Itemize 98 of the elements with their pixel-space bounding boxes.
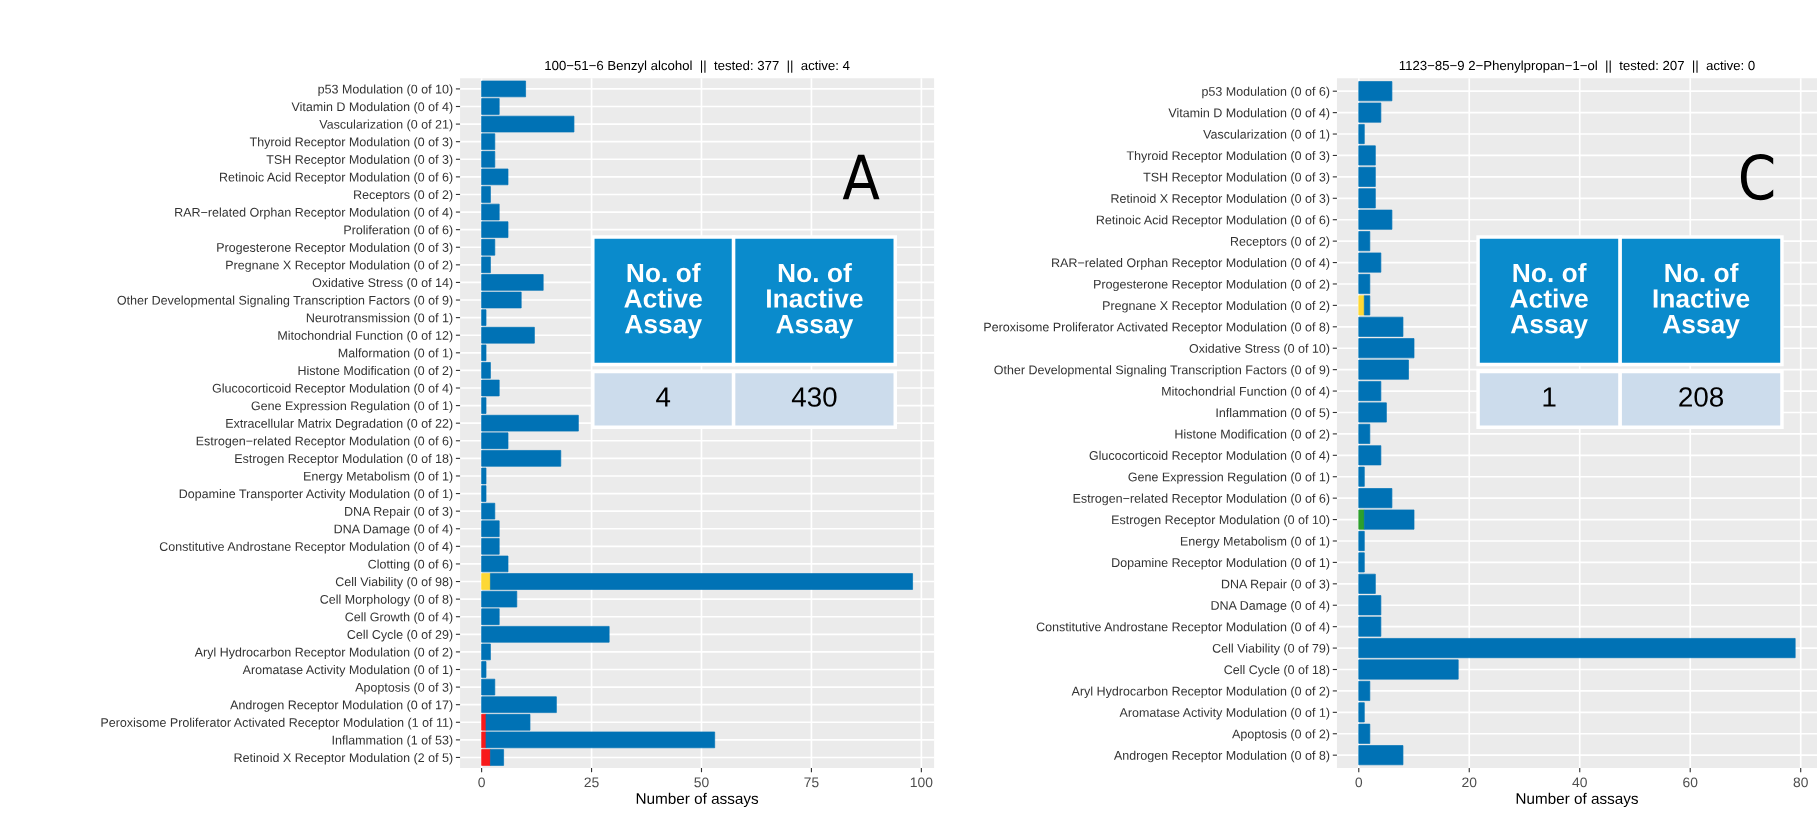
y-tick-label: p53 Modulation (0 of 10)	[318, 84, 453, 97]
chart-title: 100−51−6 Benzyl alcohol || tested: 377 || active: 4	[545, 60, 850, 73]
y-tick-label: Energy Metabolism (0 of 1)	[1180, 536, 1330, 549]
y-tick-label: Oxidative Stress (0 of 14)	[312, 277, 453, 290]
y-tick-label: Other Developmental Signaling Transcription Factors (0 of 9)	[994, 365, 1330, 377]
y-tick-label: Dopamine Receptor Modulation (0 of 1)	[1112, 557, 1330, 570]
x-tick-label: 60	[1683, 777, 1698, 788]
y-tick-label: Mitochondrial Function (0 of 4)	[1162, 386, 1330, 399]
x-tick-label: 50	[694, 777, 709, 788]
y-tick-label: Gene Expression Regulation (0 of 1)	[1128, 472, 1330, 484]
y-tick-label: Oxidative Stress (0 of 10)	[1189, 343, 1330, 356]
bar	[1358, 295, 1365, 316]
x-tick-label: 100	[910, 777, 933, 788]
y-tick-label: Receptors (0 of 2)	[1230, 236, 1330, 249]
y-tick-label: Estrogen Receptor Modulation (0 of 18)	[235, 453, 453, 466]
y-tick-label: Receptors (0 of 2)	[354, 189, 453, 202]
y-tick-label: Retinoic Acid Receptor Modulation (0 of 6)	[1096, 215, 1330, 227]
y-tick-label: Inflammation (0 of 5)	[1216, 407, 1330, 420]
bar	[481, 573, 491, 590]
y-tick-label: Gene Expression Regulation (0 of 1)	[251, 401, 453, 413]
y-tick-label: Peroxisome Proliferator Activated Receptor Modulation (0 of 8)	[984, 322, 1330, 334]
y-tick-label: Pregnane X Receptor Modulation (0 of 2)	[1103, 300, 1330, 313]
y-tick-label: DNA Damage (0 of 4)	[1211, 600, 1330, 613]
y-tick-label: Estrogen−related Receptor Modulation (0 of 6)	[1073, 493, 1330, 506]
y-tick-label: Cell Cycle (0 of 18)	[1224, 664, 1330, 677]
y-tick-label: RAR−related Orphan Receptor Modulation (0 of 4)	[175, 207, 453, 220]
annotation: C	[1740, 154, 1774, 201]
y-tick-label: Apoptosis (0 of 2)	[1232, 729, 1330, 741]
y-tick-label: TSH Receptor Modulation (0 of 3)	[1143, 172, 1330, 184]
y-tick-label: Pregnane X Receptor Modulation (0 of 2)	[226, 260, 453, 272]
y-tick-label: Histone Modification (0 of 2)	[1175, 429, 1330, 442]
y-tick-label: Cell Growth (0 of 4)	[345, 612, 453, 624]
x-tick-label: 40	[1572, 777, 1587, 788]
y-tick-label: Vascularization (0 of 21)	[319, 119, 453, 132]
annotation: No. of Inactive Assay	[1653, 262, 1750, 339]
y-tick-label: Cell Cycle (0 of 29)	[347, 629, 453, 642]
y-tick-label: Retinoid X Receptor Modulation (2 of 5)	[234, 752, 453, 765]
x-tick-label: 25	[584, 777, 599, 788]
y-tick-label: Cell Viability (0 of 98)	[335, 577, 453, 589]
y-tick-label: Apoptosis (0 of 3)	[355, 682, 453, 695]
y-tick-label: Estrogen−related Receptor Modulation (0 of 6)	[196, 436, 453, 448]
y-tick-label: Cell Morphology (0 of 8)	[320, 594, 453, 607]
y-tick-label: Clotting (0 of 6)	[368, 559, 453, 572]
annotation: 430	[791, 387, 837, 407]
y-tick-label: Cell Viability (0 of 79)	[1212, 643, 1330, 656]
y-tick-label: Androgen Receptor Modulation (0 of 17)	[230, 700, 453, 712]
x-tick-label: 80	[1793, 777, 1808, 788]
y-tick-label: Thyroid Receptor Modulation (0 of 3)	[1126, 150, 1330, 163]
annotation: No. of Inactive Assay	[767, 262, 863, 339]
y-tick-label: Proliferation (0 of 6)	[344, 225, 453, 237]
annotation: 208	[1679, 387, 1724, 407]
y-tick-label: Vitamin D Modulation (0 of 4)	[1168, 108, 1330, 120]
y-tick-label: Inflammation (1 of 53)	[332, 735, 453, 747]
y-tick-label: DNA Repair (0 of 3)	[345, 506, 453, 519]
y-tick-label: Androgen Receptor Modulation (0 of 8)	[1113, 750, 1330, 763]
y-tick-label: Other Developmental Signaling Transcription Factors (0 of 9)	[117, 295, 453, 308]
y-tick-label: Extracellular Matrix Degradation (0 of 22)	[226, 418, 453, 431]
annotation: No. of Active Assay	[1510, 262, 1588, 339]
x-tick-label: 0	[1355, 777, 1363, 788]
y-tick-label: Constitutive Androstane Receptor Modulation (0 of 4)	[159, 541, 453, 554]
y-tick-label: Malformation (0 of 1)	[338, 348, 453, 360]
y-tick-label: Vitamin D Modulation (0 of 4)	[291, 101, 453, 114]
y-tick-label: Vascularization (0 of 1)	[1203, 129, 1330, 142]
y-tick-label: Thyroid Receptor Modulation (0 of 3)	[249, 137, 453, 149]
y-tick-label: Glucocorticoid Receptor Modulation (0 of 4)	[212, 383, 453, 396]
x-tick-label: 75	[804, 777, 819, 788]
y-tick-label: Dopamine Transporter Activity Modulation (0 of 1)	[179, 489, 453, 501]
y-tick-label: Retinoid X Receptor Modulation (0 of 3)	[1111, 193, 1330, 206]
y-tick-label: Histone Modification (0 of 2)	[298, 365, 453, 378]
y-tick-label: Retinoic Acid Receptor Modulation (0 of 6)	[220, 172, 453, 184]
y-tick-label: p53 Modulation (0 of 6)	[1202, 86, 1330, 99]
x-axis-title: Number of assays	[1516, 792, 1638, 808]
y-tick-label: DNA Damage (0 of 4)	[334, 524, 453, 536]
y-tick-label: Glucocorticoid Receptor Modulation (0 of 4)	[1089, 450, 1330, 463]
annotation: 1	[1543, 387, 1556, 407]
y-tick-label: Aryl Hydrocarbon Receptor Modulation (0 of 2)	[1071, 686, 1330, 699]
y-tick-label: DNA Repair (0 of 3)	[1221, 579, 1330, 591]
annotation: No. of Active Assay	[624, 262, 702, 339]
y-tick-label: Aromatase Activity Modulation (0 of 1)	[1119, 707, 1330, 720]
y-tick-label: Peroxisome Proliferator Activated Receptor Modulation (1 of 11)	[101, 717, 453, 730]
y-tick-label: RAR−related Orphan Receptor Modulation (0 of 4)	[1052, 258, 1330, 270]
x-tick-label: 20	[1462, 777, 1477, 788]
x-tick-label: 0	[478, 777, 485, 788]
y-tick-label: Aryl Hydrocarbon Receptor Modulation (0 of 2)	[194, 647, 453, 660]
y-tick-label: Aromatase Activity Modulation (0 of 1)	[242, 664, 453, 677]
y-tick-label: Neurotransmission (0 of 1)	[306, 313, 453, 325]
y-tick-label: Estrogen Receptor Modulation (0 of 10)	[1112, 515, 1330, 527]
y-tick-label: Progesterone Receptor Modulation (0 of 3)	[217, 242, 453, 255]
annotation: A	[842, 154, 880, 200]
x-axis-title: Number of assays	[636, 792, 759, 808]
y-tick-label: TSH Receptor Modulation (0 of 3)	[266, 154, 453, 167]
annotation: 4	[656, 387, 671, 407]
y-tick-label: Mitochondrial Function (0 of 12)	[278, 330, 453, 343]
y-tick-label: Constitutive Androstane Receptor Modulation (0 of 4)	[1036, 622, 1330, 634]
bar	[1358, 509, 1365, 530]
chart-title: 1123−85−9 2−Phenylpropan−1−ol || tested: 207 || active: 0	[1399, 60, 1755, 73]
y-tick-label: Progesterone Receptor Modulation (0 of 2)	[1094, 279, 1330, 292]
y-tick-label: Energy Metabolism (0 of 1)	[304, 471, 453, 484]
